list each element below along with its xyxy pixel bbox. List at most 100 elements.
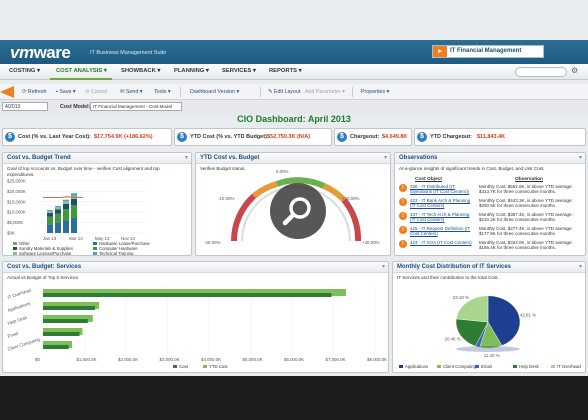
trend-bar-segment[interactable] bbox=[47, 216, 53, 225]
service-bar[interactable] bbox=[43, 302, 100, 309]
trend-bar-segment[interactable] bbox=[55, 222, 61, 233]
alert-icon: ! bbox=[399, 198, 407, 206]
gauge-tick: +10.00% bbox=[342, 196, 360, 201]
panel-menu-icon[interactable]: ▾ bbox=[578, 155, 582, 161]
legend-item: Applications bbox=[399, 364, 428, 369]
pie-slice[interactable] bbox=[455, 295, 489, 323]
trend-bar-segment[interactable] bbox=[71, 205, 77, 219]
dashboard-version-menu[interactable]: Dashboard Version ▾ bbox=[190, 89, 240, 95]
trend-bar-segment[interactable] bbox=[63, 220, 69, 233]
gear-icon[interactable]: ⚙ bbox=[571, 66, 579, 75]
magnifier-icon bbox=[282, 197, 311, 226]
cost-object-link[interactable]: 336 - IT Distributed (IT Operations (IT … bbox=[410, 184, 470, 195]
date-input[interactable]: 4/2013 bbox=[2, 102, 48, 111]
legend-item: YTD Cost bbox=[203, 364, 228, 369]
collapse-arrow-icon[interactable] bbox=[0, 86, 14, 98]
service-bar[interactable] bbox=[43, 328, 83, 335]
kpi-cost[interactable]: $ Cost (% vs. Last Year Cost): $17,754.9… bbox=[2, 128, 172, 146]
trend-bar-segment[interactable] bbox=[55, 209, 61, 214]
gauge-tick: -20.00% bbox=[204, 240, 220, 245]
trend-bar-segment[interactable] bbox=[63, 199, 69, 202]
properties-menu[interactable]: Properties ▾ bbox=[361, 89, 390, 95]
nav-services[interactable]: SERVICES ▾ bbox=[222, 68, 256, 74]
svg-text:Sundry Materials & Supplies: Sundry Materials & Supplies bbox=[19, 246, 73, 251]
gauge-tick: 0.00% bbox=[276, 169, 289, 174]
trend-bar-segment[interactable] bbox=[63, 209, 69, 221]
panel-header: Cost vs. Budget Trend ▾ bbox=[3, 153, 191, 164]
trend-bar-segment[interactable] bbox=[47, 224, 53, 233]
panel-menu-icon[interactable]: ▾ bbox=[578, 264, 582, 270]
panel-header: Cost vs. Budget: Services ▾ bbox=[3, 262, 388, 273]
nav-planning[interactable]: PLANNING ▾ bbox=[174, 68, 209, 74]
panel-monthly-distribution: Monthly Cost Distribution of IT Services… bbox=[392, 261, 586, 373]
trend-bar-segment[interactable] bbox=[71, 198, 77, 206]
send-button[interactable]: ✉ Send ▾ bbox=[120, 89, 143, 95]
trend-bar-segment[interactable] bbox=[47, 210, 53, 212]
legend-item: Hardware Lease/Purchase bbox=[93, 241, 150, 246]
y-tick-label: $20,000K bbox=[7, 189, 26, 194]
kpi-chargeout[interactable]: $ Chargeout: $4,649.8K bbox=[334, 128, 412, 146]
panel-observations: Observations ▾ At-a-glance insights of s… bbox=[394, 152, 586, 256]
service-bar[interactable] bbox=[43, 289, 346, 296]
nav-reports[interactable]: REPORTS ▾ bbox=[269, 68, 302, 74]
trend-bar-segment[interactable] bbox=[71, 218, 77, 233]
cost-object-link[interactable]: 425 - IT Request Definition (IT Cost Cen… bbox=[410, 226, 471, 237]
legend-item: Other bbox=[13, 241, 30, 246]
service-bar[interactable] bbox=[43, 341, 73, 348]
context-select[interactable]: ▸ IT Financial Management bbox=[432, 45, 544, 58]
service-bar[interactable] bbox=[43, 319, 88, 323]
trend-bar-segment[interactable] bbox=[63, 201, 69, 204]
services-chart: $0 $1,000.0K $2,000.0K $3,000.0K $4,000.0K $5… bbox=[7, 286, 387, 369]
kpi-ytd-chargeout[interactable]: $ YTD Chargeout: $11,843.4K bbox=[414, 128, 586, 146]
currency-icon: $ bbox=[5, 132, 15, 142]
edit-layout-button[interactable]: ✎ Edit Layout bbox=[268, 89, 301, 95]
trend-bar-segment[interactable] bbox=[63, 203, 69, 210]
tools-menu[interactable]: Tools ▾ bbox=[154, 89, 171, 95]
x-tick-label: $4,000.0K bbox=[201, 357, 221, 362]
pie-slice[interactable] bbox=[487, 295, 521, 346]
panel-header: YTD Cost vs. Budget ▾ bbox=[196, 153, 390, 164]
service-bar[interactable] bbox=[43, 315, 93, 322]
trend-bar-segment[interactable] bbox=[47, 213, 53, 217]
kpi-label: Cost (% vs. Last Year Cost): bbox=[18, 134, 91, 140]
nav-cost-analysis[interactable]: COST ANALYSIS ▾ bbox=[56, 68, 107, 74]
zoom-overlay-button[interactable] bbox=[270, 183, 326, 239]
refresh-button[interactable]: ⟳ Refresh bbox=[22, 89, 47, 95]
kpi-ytd-cost[interactable]: $ YTD Cost (% vs. YTD Budget): $52,750.3… bbox=[174, 128, 332, 146]
service-bar[interactable] bbox=[43, 345, 69, 349]
trend-bar-segment[interactable] bbox=[55, 213, 61, 223]
cost-model-select[interactable]: IT Financial Management - Cost Model bbox=[90, 102, 182, 111]
panel-cost-vs-budget-trend: Cost vs. Budget Trend ▾ Goal of top Acco… bbox=[2, 152, 192, 256]
add-parameter-menu[interactable]: Add Parameter ▾ bbox=[305, 89, 345, 95]
x-tick-label: Jan 13 bbox=[43, 236, 57, 241]
cancel-button[interactable]: ⊘ Cancel bbox=[85, 89, 108, 95]
service-bar[interactable] bbox=[43, 332, 80, 336]
panel-title: Cost vs. Budget: Services bbox=[7, 264, 82, 270]
save-button[interactable]: ▪ Save ▾ bbox=[56, 89, 76, 95]
panel-menu-icon[interactable]: ▾ bbox=[381, 264, 385, 270]
cost-object-link[interactable]: 337 - IT Tech Arch & Planning (IT Cost C… bbox=[410, 212, 470, 223]
trend-bar-segment[interactable] bbox=[55, 207, 61, 210]
nav-costing[interactable]: COSTING ▾ bbox=[9, 68, 40, 74]
main-nav: COSTING ▾ COST ANALYSIS ▾ SHOWBACK ▾ PLA… bbox=[0, 64, 588, 80]
nav-showback[interactable]: SHOWBACK ▾ bbox=[121, 68, 161, 74]
trend-bar-segment[interactable] bbox=[71, 193, 77, 196]
footer-band bbox=[0, 376, 588, 420]
legend-item: Software License/Purchase bbox=[13, 251, 72, 255]
legend-item: IT Overhead bbox=[551, 364, 581, 369]
panel-menu-icon[interactable]: ▾ bbox=[383, 155, 387, 161]
vmware-logo: vmware bbox=[10, 43, 71, 62]
legend-item: Technical Training bbox=[93, 251, 134, 255]
panel-menu-icon[interactable]: ▾ bbox=[184, 155, 188, 161]
service-bar[interactable] bbox=[43, 293, 332, 297]
trend-bar-segment[interactable] bbox=[55, 205, 61, 208]
pie-slice[interactable] bbox=[455, 318, 489, 347]
search-input[interactable] bbox=[515, 67, 567, 77]
currency-icon: $ bbox=[177, 132, 187, 142]
alert-icon: ! bbox=[399, 226, 407, 234]
cost-object-link[interactable]: 423 - IT Bank Arch & Planning (IT Cost C… bbox=[410, 198, 471, 209]
trend-bar-segment[interactable] bbox=[47, 211, 53, 214]
currency-icon: $ bbox=[417, 132, 427, 142]
cost-object-link[interactable]: 423 - IT SOA (IT Cost Centers) bbox=[410, 240, 472, 245]
service-bar[interactable] bbox=[43, 306, 95, 310]
